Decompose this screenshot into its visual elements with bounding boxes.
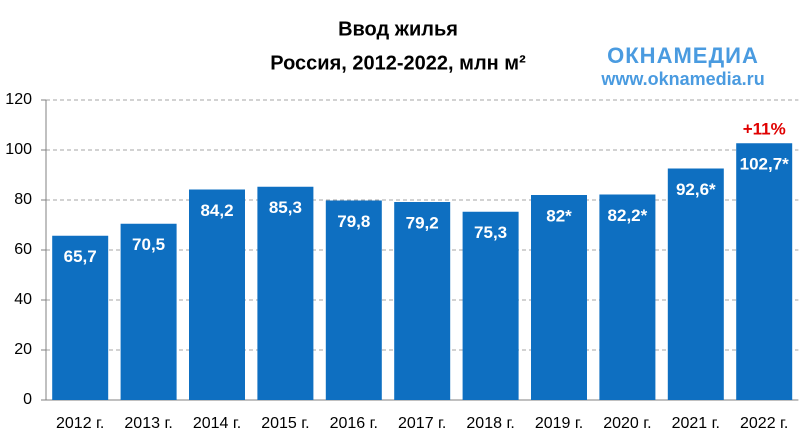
value-label: 82,2*	[608, 206, 648, 225]
logo-name: ОКНАМЕДИА	[607, 43, 759, 68]
x-tick-label: 2022 г.	[740, 415, 788, 432]
value-label: 79,2	[406, 213, 439, 232]
logo-url: www.oknamedia.ru	[600, 69, 764, 89]
y-tick-label: 80	[14, 191, 32, 208]
y-tick-label: 0	[23, 391, 32, 408]
x-tick-label: 2014 г.	[193, 415, 241, 432]
bar	[257, 186, 314, 400]
bar	[52, 235, 109, 400]
bar	[599, 194, 656, 400]
x-tick-label: 2017 г.	[398, 415, 446, 432]
x-tick-label: 2021 г.	[672, 415, 720, 432]
bar	[325, 200, 382, 400]
bar	[189, 189, 245, 400]
x-tick-label: 2015 г.	[261, 415, 309, 432]
value-label: 92,6*	[676, 180, 716, 199]
bar	[394, 202, 451, 400]
y-tick-label: 40	[14, 291, 32, 308]
y-tick-label: 100	[5, 141, 32, 158]
x-tick-label: 2018 г.	[466, 415, 514, 432]
bar	[667, 168, 724, 400]
bar	[736, 143, 793, 400]
value-label: 79,8	[337, 212, 370, 231]
growth-annotation: +11%	[743, 120, 786, 139]
x-tick-label: 2013 г.	[124, 415, 172, 432]
value-label: 70,5	[132, 235, 165, 254]
x-tick-label: 2012 г.	[56, 415, 104, 432]
y-tick-label: 20	[14, 341, 32, 358]
value-label: 85,3	[269, 198, 302, 217]
y-tick-label: 120	[5, 91, 32, 108]
chart-subtitle: Россия, 2012-2022, млн м²	[270, 52, 526, 74]
x-tick-label: 2019 г.	[535, 415, 583, 432]
bar	[531, 195, 587, 400]
x-tick-label: 2020 г.	[603, 415, 651, 432]
chart-title: Ввод жилья	[338, 18, 458, 40]
bar	[462, 211, 519, 400]
value-label: 75,3	[474, 223, 507, 242]
value-label: 84,2	[200, 201, 233, 220]
value-label: 65,7	[64, 247, 97, 266]
x-tick-label: 2016 г.	[330, 415, 378, 432]
y-tick-label: 60	[14, 241, 32, 258]
bar	[120, 223, 177, 400]
value-label: 82*	[546, 206, 572, 225]
value-label: 102,7*	[740, 155, 790, 174]
